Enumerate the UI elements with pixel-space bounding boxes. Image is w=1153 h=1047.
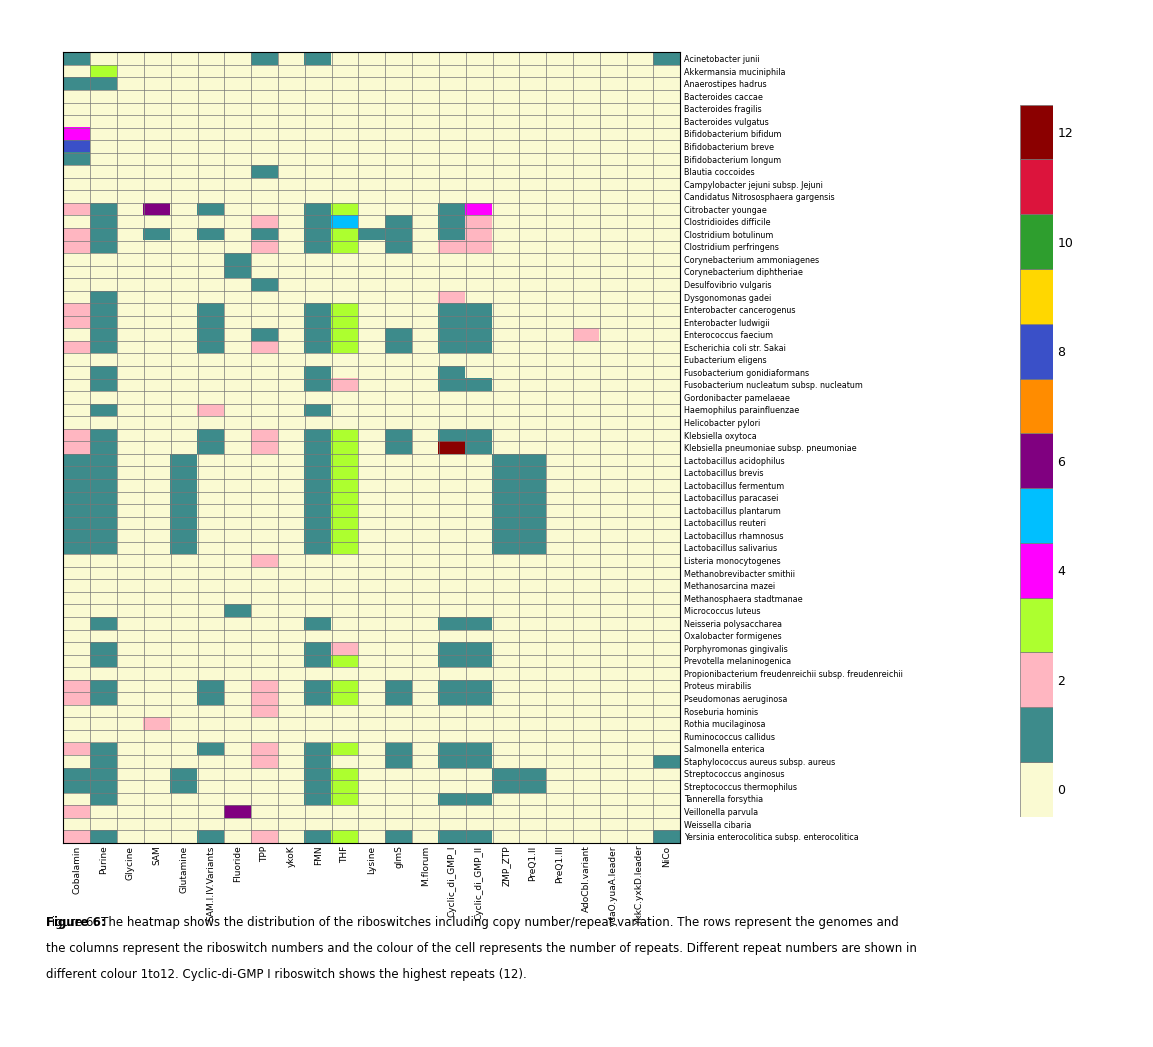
- Bar: [1020, 598, 1053, 652]
- Bar: [1020, 324, 1053, 379]
- Bar: [1020, 652, 1053, 707]
- Text: Figure 6: The heatmap shows the distribution of the riboswitches including copy : Figure 6: The heatmap shows the distribu…: [46, 916, 899, 929]
- Bar: [1020, 215, 1053, 269]
- Text: the columns represent the riboswitch numbers and the colour of the cell represen: the columns represent the riboswitch num…: [46, 942, 917, 955]
- Bar: [1020, 379, 1053, 433]
- Bar: [1020, 707, 1053, 762]
- Bar: [1020, 433, 1053, 488]
- Text: different colour 1to12. Cyclic-di-GMP I riboswitch shows the highest repeats (12: different colour 1to12. Cyclic-di-GMP I …: [46, 968, 527, 981]
- Bar: [1020, 488, 1053, 542]
- Bar: [1020, 105, 1053, 159]
- Bar: [1020, 542, 1053, 598]
- Bar: [1020, 269, 1053, 324]
- Bar: [1020, 159, 1053, 215]
- Text: Figure 6:: Figure 6:: [46, 916, 106, 929]
- Bar: [1020, 762, 1053, 817]
